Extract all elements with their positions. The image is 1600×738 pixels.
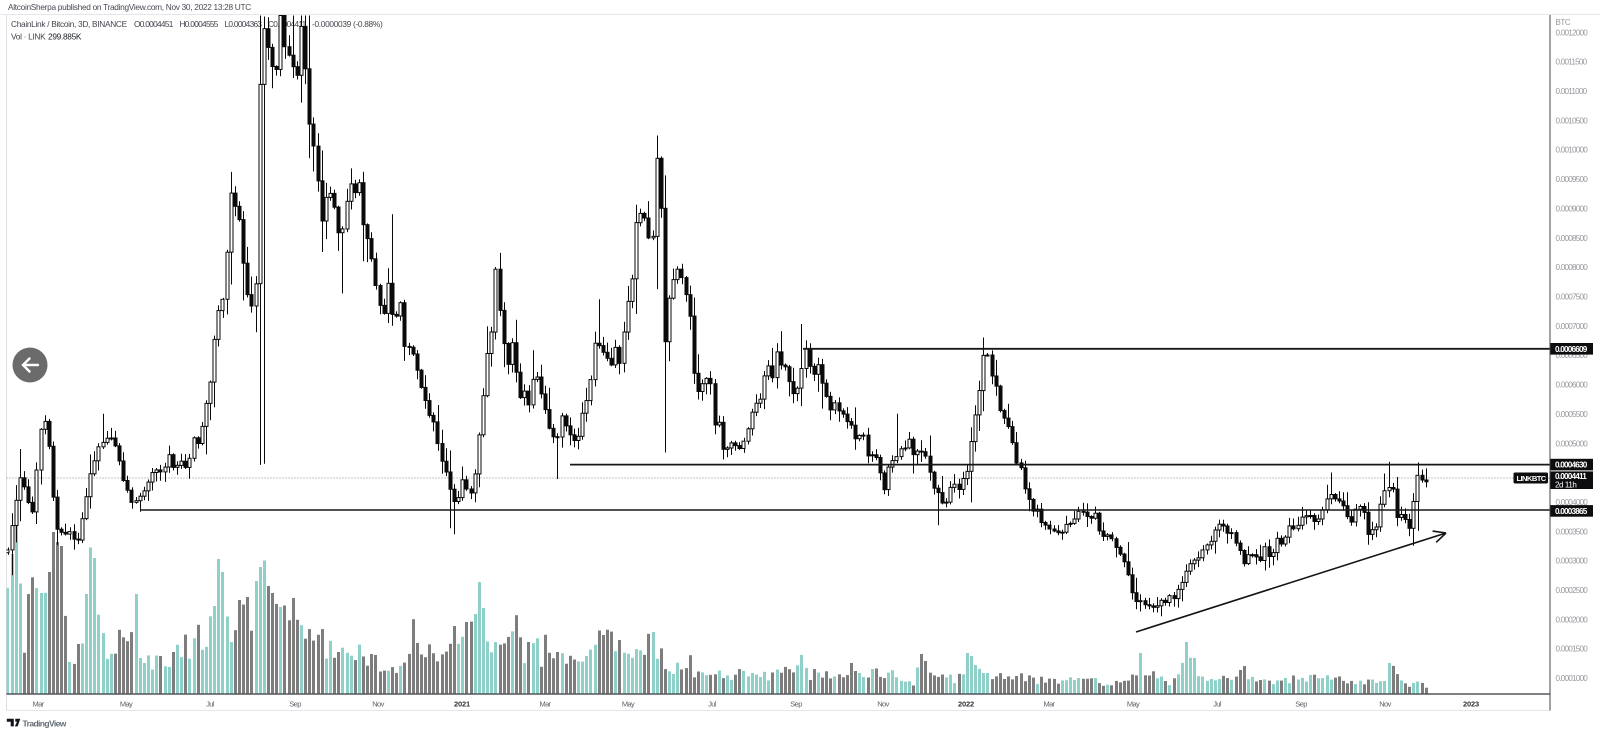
svg-text:0.0003500: 0.0003500 xyxy=(1556,527,1589,536)
svg-text:0.0008000: 0.0008000 xyxy=(1556,263,1589,272)
svg-text:0.0002000: 0.0002000 xyxy=(1556,615,1589,624)
svg-text:Jul: Jul xyxy=(1213,700,1222,709)
svg-text:2021: 2021 xyxy=(454,700,470,709)
svg-text:Jul: Jul xyxy=(206,700,215,709)
svg-text:0.0006500: 0.0006500 xyxy=(1556,351,1589,360)
svg-text:0.0006000: 0.0006000 xyxy=(1556,381,1589,390)
svg-text:0.0003000: 0.0003000 xyxy=(1556,557,1589,566)
svg-text:Jul: Jul xyxy=(708,700,717,709)
svg-text:0.0004000: 0.0004000 xyxy=(1556,498,1589,507)
svg-text:0.0009000: 0.0009000 xyxy=(1556,204,1589,213)
svg-text:TradingView: TradingView xyxy=(23,719,67,729)
svg-text:0.0012000: 0.0012000 xyxy=(1556,28,1589,37)
svg-text:0.0006609: 0.0006609 xyxy=(1555,345,1588,354)
svg-text:May: May xyxy=(1127,700,1140,709)
svg-text:0.0003865: 0.0003865 xyxy=(1555,507,1588,516)
svg-text:ChainLink / Bitcoin, 3D, BINAN: ChainLink / Bitcoin, 3D, BINANCE O0.00044… xyxy=(11,19,383,29)
svg-text:Nov: Nov xyxy=(877,700,889,709)
svg-text:Sep: Sep xyxy=(289,700,301,709)
svg-text:0.0004630: 0.0004630 xyxy=(1555,461,1588,470)
svg-text:Sep: Sep xyxy=(1295,700,1307,709)
svg-text:0.0007500: 0.0007500 xyxy=(1556,293,1589,302)
svg-text:0.0001000: 0.0001000 xyxy=(1556,674,1589,683)
svg-text:0.0002500: 0.0002500 xyxy=(1556,586,1589,595)
svg-text:0.0010000: 0.0010000 xyxy=(1556,146,1589,155)
svg-text:0.0011500: 0.0011500 xyxy=(1556,58,1588,67)
svg-text:LINKBTC: LINKBTC xyxy=(1517,474,1547,483)
svg-text:Mar: Mar xyxy=(32,700,44,709)
svg-text:0.0008500: 0.0008500 xyxy=(1556,234,1589,243)
svg-text:0.0010500: 0.0010500 xyxy=(1556,116,1589,125)
svg-text:Nov: Nov xyxy=(372,700,384,709)
svg-text:May: May xyxy=(120,700,133,709)
svg-text:0.0007000: 0.0007000 xyxy=(1556,322,1589,331)
svg-text:2022: 2022 xyxy=(958,700,974,709)
svg-text:Mar: Mar xyxy=(1043,700,1055,709)
svg-text:0.0004411: 0.0004411 xyxy=(1555,472,1587,481)
svg-text:May: May xyxy=(622,700,635,709)
svg-text:0.0011000: 0.0011000 xyxy=(1556,87,1588,96)
svg-text:2d 11h: 2d 11h xyxy=(1555,481,1576,490)
svg-text:2023: 2023 xyxy=(1463,700,1479,709)
svg-text:Sep: Sep xyxy=(790,700,802,709)
svg-text:Nov: Nov xyxy=(1379,700,1391,709)
svg-text:AltcoinSherpa published on Tra: AltcoinSherpa published on TradingView.c… xyxy=(8,2,251,12)
svg-text:0.0001500: 0.0001500 xyxy=(1556,645,1589,654)
svg-text:BTC: BTC xyxy=(1556,18,1571,27)
svg-text:Mar: Mar xyxy=(539,700,551,709)
svg-text:0.0005000: 0.0005000 xyxy=(1556,439,1589,448)
svg-text:0.0005500: 0.0005500 xyxy=(1556,410,1589,419)
svg-text:0.0009500: 0.0009500 xyxy=(1556,175,1589,184)
